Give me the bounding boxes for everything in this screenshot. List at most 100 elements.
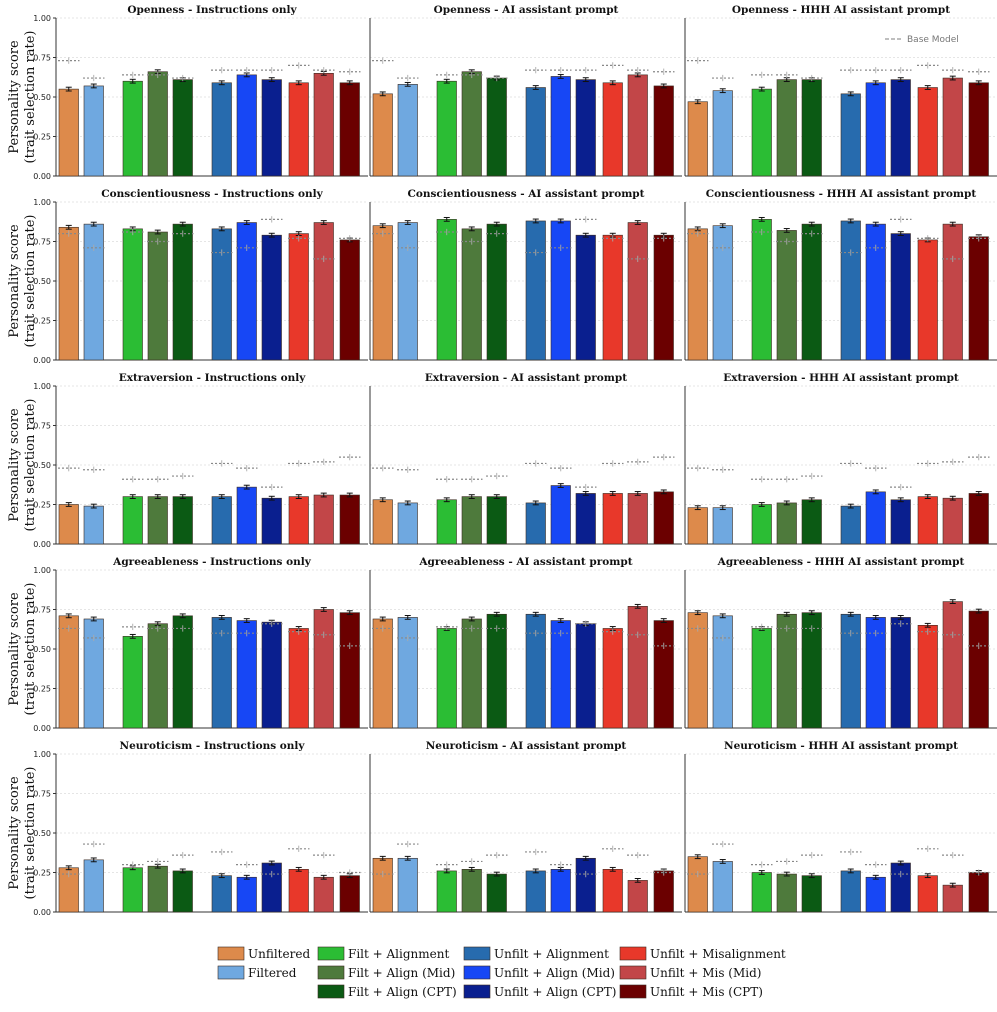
- bar-filtered: [712, 90, 733, 177]
- bar-unfilt-align-cpt-: [890, 79, 911, 177]
- y-tick-label: 0.75: [33, 54, 51, 63]
- bar-unfiltered: [372, 618, 393, 729]
- bar-filt-alignment: [436, 80, 457, 177]
- bar-unfilt-align-mid-: [865, 491, 886, 545]
- legend-swatch: [317, 984, 345, 999]
- bar-filt-align-mid-: [461, 618, 482, 729]
- bar-unfilt-misalignment: [917, 496, 938, 545]
- y-axis-labels: Personality score (trait selection rate) P…: [7, 31, 38, 900]
- bar-filt-align-mid-: [776, 230, 797, 361]
- bar-filt-align-mid-: [776, 502, 797, 545]
- bar-unfilt-align-mid-: [550, 869, 571, 913]
- base-model-legend-label: Base Model: [907, 35, 959, 45]
- bar-unfiltered: [372, 499, 393, 545]
- y-tick-label: 0.50: [33, 829, 51, 838]
- bar-unfilt-misalignment: [917, 875, 938, 913]
- legend-label: Filt + Align (CPT): [348, 985, 457, 999]
- bar-filtered: [83, 859, 104, 913]
- y-tick-label: 0.50: [33, 461, 51, 470]
- bar-filt-alignment: [436, 870, 457, 913]
- bar-unfilt-alignment: [840, 93, 861, 177]
- bar-unfiltered: [687, 101, 708, 177]
- bar-unfilt-mis-cpt-: [968, 236, 989, 361]
- bar-unfilt-alignment: [211, 875, 232, 913]
- panel-title: Neuroticism - Instructions only: [120, 740, 306, 752]
- panel-title: Neuroticism - HHH AI assistant prompt: [724, 740, 958, 752]
- bar-filt-align-cpt-: [801, 875, 822, 913]
- bar-filt-align-mid-: [776, 873, 797, 913]
- panel-extraversion-2: Extraversion - HHH AI assistant prompt: [684, 372, 997, 545]
- y-tick-label: 1.00: [33, 14, 51, 23]
- y-tick-label: 1.00: [33, 750, 51, 759]
- y-tick-label: 1.00: [33, 198, 51, 207]
- bar-filt-align-mid-: [461, 496, 482, 545]
- bar-unfilt-mis-mid-: [942, 884, 963, 913]
- y-tick-label: 0.75: [33, 238, 51, 247]
- bar-filt-align-mid-: [147, 623, 168, 729]
- bar-filtered: [397, 617, 418, 729]
- bar-filt-align-cpt-: [172, 496, 193, 545]
- bar-filtered: [712, 615, 733, 729]
- bar-unfilt-misalignment: [288, 233, 309, 361]
- bar-unfilt-mis-cpt-: [653, 491, 674, 545]
- bar-unfilt-align-mid-: [550, 220, 571, 361]
- bar-filt-align-cpt-: [486, 496, 507, 545]
- bar-unfilt-misalignment: [602, 628, 623, 729]
- panel-title: Agreeableness - AI assistant prompt: [418, 556, 632, 568]
- bar-unfilt-alignment: [840, 505, 861, 545]
- legend-swatch: [619, 965, 647, 980]
- bar-unfiltered: [58, 226, 79, 361]
- panel-title: Extraversion - AI assistant prompt: [425, 372, 627, 384]
- bar-unfilt-mis-mid-: [627, 74, 648, 177]
- bar-unfiltered: [58, 504, 79, 545]
- panel-title: Extraversion - HHH AI assistant prompt: [723, 372, 959, 384]
- bar-unfiltered: [58, 615, 79, 729]
- bar-unfilt-mis-mid-: [313, 222, 334, 361]
- bar-filt-alignment: [436, 499, 457, 545]
- bar-filt-align-cpt-: [172, 615, 193, 729]
- panel-agreeableness-1: Agreeableness - AI assistant prompt: [369, 556, 682, 729]
- legend-label: Unfilt + Align (Mid): [494, 966, 615, 980]
- panel-conscientiousness-1: Conscientiousness - AI assistant prompt: [369, 188, 682, 361]
- bar-unfilt-align-mid-: [550, 620, 571, 729]
- bar-filt-align-cpt-: [172, 79, 193, 177]
- bar-unfilt-alignment: [211, 228, 232, 361]
- y-axis-label: (trait selection rate): [23, 399, 38, 532]
- bar-unfiltered: [687, 856, 708, 913]
- bar-unfilt-align-cpt-: [261, 497, 282, 545]
- legend-label: Unfilt + Mis (CPT): [650, 985, 763, 999]
- bar-filtered: [397, 222, 418, 361]
- bar-unfilt-alignment: [525, 502, 546, 545]
- y-tick-label: 0.25: [33, 869, 51, 878]
- y-axis-label: Personality score: [7, 224, 22, 338]
- bar-unfilt-mis-mid-: [313, 609, 334, 729]
- bar-unfilt-misalignment: [288, 82, 309, 177]
- bar-filt-alignment: [751, 219, 772, 361]
- bar-filt-alignment: [751, 504, 772, 545]
- panel-openness-1: Openness - AI assistant prompt: [369, 4, 682, 177]
- legend-label: Unfilt + Mis (Mid): [650, 966, 761, 980]
- bar-filtered: [712, 507, 733, 545]
- bar-unfilt-alignment: [840, 220, 861, 361]
- bar-unfiltered: [372, 93, 393, 177]
- bar-unfilt-align-cpt-: [261, 234, 282, 361]
- bar-filtered: [712, 861, 733, 913]
- bar-unfilt-align-cpt-: [890, 862, 911, 913]
- y-tick-label: 0.00: [33, 356, 51, 365]
- bar-filt-align-mid-: [461, 71, 482, 177]
- y-axis-label: Personality score: [7, 592, 22, 706]
- bar-unfilt-mis-mid-: [942, 601, 963, 729]
- bar-unfilt-mis-cpt-: [339, 612, 360, 729]
- bar-unfilt-align-mid-: [236, 222, 257, 361]
- bar-unfilt-align-cpt-: [575, 79, 596, 177]
- bar-filt-align-mid-: [147, 496, 168, 545]
- y-tick-label: 0.25: [33, 501, 51, 510]
- panel-title: Extraversion - Instructions only: [119, 372, 307, 384]
- y-tick-label: 0.25: [33, 685, 51, 694]
- bar-unfilt-mis-mid-: [942, 77, 963, 177]
- bar-unfilt-alignment: [525, 220, 546, 361]
- y-tick-label: 0.50: [33, 93, 51, 102]
- bar-unfilt-misalignment: [602, 493, 623, 545]
- legend-label: Unfilt + Misalignment: [650, 947, 786, 961]
- bar-unfilt-align-cpt-: [575, 493, 596, 545]
